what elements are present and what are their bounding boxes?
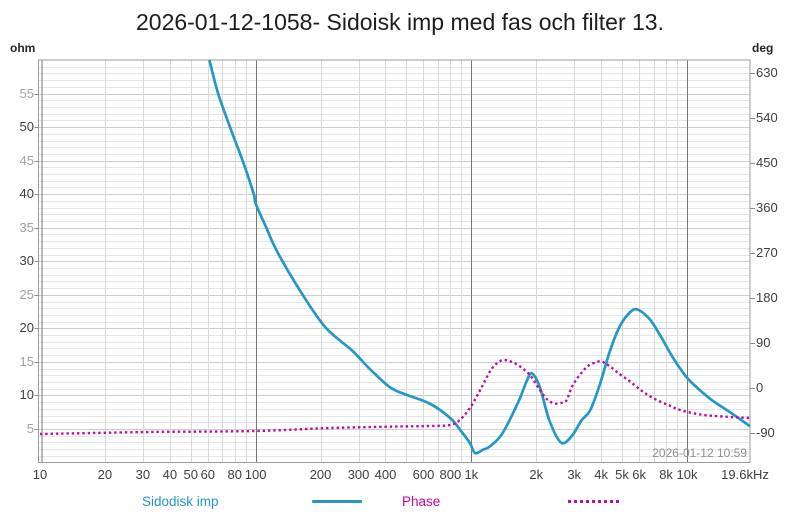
left-axis-tick-label: 20	[19, 320, 34, 336]
left-axis-tick-label: 25	[19, 286, 34, 302]
curve-sidodisk-imp	[208, 59, 751, 455]
chart-title: 2026-01-12-1058- Sidoisk imp med fas och…	[135, 9, 664, 35]
x-axis-tick-label: 10	[32, 467, 48, 482]
x-axis-tick-label: 8k	[659, 467, 673, 482]
left-axis-tick-label: 30	[19, 253, 34, 269]
legend-swatch-impedance-line[interactable]	[312, 500, 362, 503]
right-axis-unit-label: deg	[752, 41, 774, 55]
right-axis-tick-label: 0	[756, 380, 764, 395]
right-axis-tick-label: -90	[756, 425, 775, 440]
x-axis-tick-label: 800	[439, 467, 462, 482]
x-axis-tick-label: 6k	[632, 467, 646, 482]
x-axis-tick-label: 2k	[529, 467, 544, 482]
left-axis-tick-label: 10	[19, 387, 34, 403]
x-axis-tick-label: 600	[412, 467, 435, 482]
legend-label-phase[interactable]: Phase	[402, 494, 441, 509]
right-axis-tick-label: 270	[756, 245, 778, 260]
right-axis-tick-label: 540	[756, 110, 778, 125]
x-axis-tick-label: 5k	[615, 467, 629, 482]
measurement-timestamp: 2026-01-12 10:59	[652, 446, 747, 460]
x-axis-tick-label: 4k	[594, 467, 608, 482]
x-axis-tick-label: 3k	[567, 467, 582, 482]
x-axis-tick-label: 200	[309, 467, 332, 482]
legend-label-impedance[interactable]: Sidodisk imp	[142, 494, 219, 509]
left-axis-tick-label: 15	[19, 353, 34, 369]
x-axis-tick-label: 300	[347, 467, 370, 482]
x-axis-tick-label: 1k	[464, 467, 479, 482]
right-axis-tick-label: 450	[756, 155, 778, 170]
x-axis-tick-label: 100	[244, 467, 267, 482]
left-axis-unit-label: ohm	[10, 41, 36, 55]
left-axis-tick-label: 45	[19, 152, 34, 168]
x-axis-tick-label: 19.6kHz	[721, 467, 769, 482]
left-axis-tick-label: 50	[19, 119, 34, 135]
left-axis-tick-label: 35	[19, 219, 34, 235]
left-axis-tick-label: 40	[19, 186, 34, 202]
x-axis-tick-label: 40	[162, 467, 178, 482]
x-axis-tick-label: 60	[200, 467, 216, 482]
x-axis-tick-label: 20	[97, 467, 113, 482]
x-axis-tick-label: 80	[227, 467, 242, 482]
right-axis-tick-label: 360	[756, 200, 778, 215]
right-axis-tick-label: 180	[756, 290, 778, 305]
legend-swatch-phase-line[interactable]	[568, 500, 620, 503]
left-axis-tick-label: 5	[26, 420, 34, 436]
x-axis-tick-label: 400	[374, 467, 397, 482]
x-axis-tick-label: 30	[135, 467, 151, 482]
right-axis-tick-label: 630	[756, 65, 778, 80]
right-axis-tick-label: 90	[756, 335, 771, 350]
x-axis-tick-label: 50	[183, 467, 198, 482]
left-axis-tick-label: 55	[19, 85, 34, 101]
x-axis-tick-label: 10k	[676, 467, 698, 482]
